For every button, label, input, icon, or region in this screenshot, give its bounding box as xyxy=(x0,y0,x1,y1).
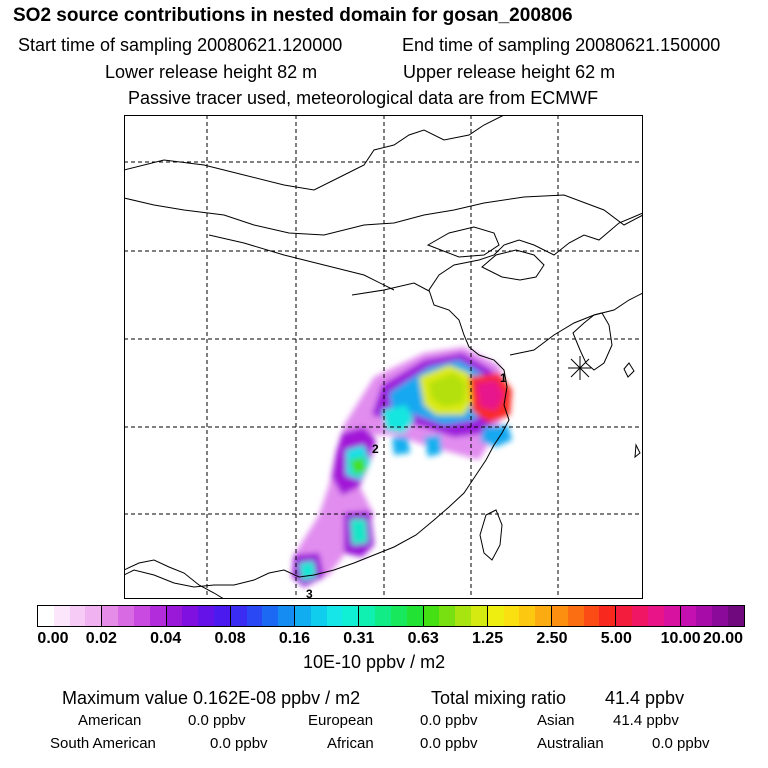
contribution-plume xyxy=(292,347,512,587)
source-label-3: 3 xyxy=(306,587,313,601)
color-scale-swatch xyxy=(552,606,568,626)
color-scale-swatch xyxy=(213,606,231,626)
region-asian-name: Asian xyxy=(537,712,575,729)
color-scale-swatch xyxy=(133,606,150,626)
source-label-2: 2 xyxy=(372,442,379,456)
color-scale-swatch xyxy=(663,606,681,626)
region-african-value: 0.0 ppbv xyxy=(420,735,478,752)
color-scale-swatch xyxy=(696,606,713,626)
color-scale-tick-label: 0.08 xyxy=(214,630,246,647)
color-scale-swatch xyxy=(599,606,617,626)
color-scale-tick-label: 0.00 xyxy=(37,630,69,647)
color-scale-swatch xyxy=(535,606,552,626)
map-panel: 1 2 3 xyxy=(124,115,643,601)
tracer-note: Passive tracer used, meteorological data… xyxy=(128,88,599,108)
color-scale-tick-label: 2.50 xyxy=(536,630,568,647)
region-american-value: 0.0 ppbv xyxy=(188,712,246,729)
color-scale-swatch xyxy=(503,606,520,626)
color-scale-tick-label: 20.00 xyxy=(702,630,744,647)
color-scale-swatch xyxy=(278,606,295,626)
color-scale-swatch xyxy=(647,606,664,626)
color-scale-swatch xyxy=(69,606,86,626)
color-scale-swatch xyxy=(102,606,119,626)
color-scale-swatch xyxy=(359,606,376,626)
color-scale-swatch xyxy=(262,606,279,626)
region-australian-name: Australian xyxy=(537,735,604,752)
map-canvas xyxy=(124,115,643,599)
color-scale-tick-label: 0.04 xyxy=(150,630,182,647)
color-scale-swatch xyxy=(85,606,103,626)
region-south-american-name: South American xyxy=(50,735,156,752)
color-scale-swatch xyxy=(182,606,199,626)
color-scale-swatch xyxy=(38,606,54,626)
color-scale-swatch xyxy=(455,606,471,626)
color-scale-swatch xyxy=(342,606,360,626)
start-time-label: Start time of sampling 20080621.120000 xyxy=(18,35,343,55)
color-scale-swatch xyxy=(567,606,584,626)
color-scale-swatch xyxy=(470,606,488,626)
color-scale-swatch xyxy=(310,606,327,626)
color-scale-unit: 10E-10 ppbv / m2 xyxy=(303,652,446,672)
lower-release-height: Lower release height 82 m xyxy=(105,62,318,82)
receptor-star-icon xyxy=(568,356,592,380)
color-scale-swatch xyxy=(423,606,440,626)
coastlines xyxy=(124,115,643,599)
color-scale-tick-label: 5.00 xyxy=(600,630,632,647)
color-scale-swatch xyxy=(246,606,263,626)
color-scale-tick-label: 10.00 xyxy=(660,630,701,647)
color-scale-tick-label: 0.16 xyxy=(278,630,311,647)
map-title: SO2 source contributions in nested domai… xyxy=(13,5,573,26)
maximum-value: Maximum value 0.162E-08 ppbv / m2 xyxy=(62,688,361,708)
color-scale-tick-label: 0.63 xyxy=(407,630,439,647)
color-scale-swatch xyxy=(53,606,70,626)
region-australian-value: 0.0 ppbv xyxy=(652,735,710,752)
region-asian-value: 41.4 ppbv xyxy=(613,712,679,729)
color-scale-swatch xyxy=(118,606,134,626)
upper-release-height: Upper release height 62 m xyxy=(403,62,616,82)
color-scale-swatch xyxy=(680,606,697,626)
color-scale-swatch xyxy=(487,606,504,626)
color-scale-tick-label: 0.31 xyxy=(343,630,375,647)
region-south-american-value: 0.0 ppbv xyxy=(210,735,268,752)
source-label-1: 1 xyxy=(500,371,507,385)
region-european-name: European xyxy=(308,712,374,729)
region-african-name: African xyxy=(327,735,374,752)
color-scale-swatch xyxy=(616,606,633,626)
color-scale-swatch xyxy=(198,606,214,626)
color-scale-swatch xyxy=(295,606,311,626)
map-frame xyxy=(124,115,643,599)
color-scale-swatch xyxy=(149,606,167,626)
color-scale-swatch xyxy=(712,606,728,626)
region-american-name: American xyxy=(78,712,142,729)
color-scale-swatch xyxy=(375,606,391,626)
color-scale-swatch xyxy=(230,606,247,626)
color-scale-swatch xyxy=(390,606,407,626)
color-scale-swatch xyxy=(632,606,648,626)
color-scale-swatch xyxy=(519,606,536,626)
lat-lon-grid xyxy=(124,115,643,599)
color-scale-tick-label: 1.25 xyxy=(471,630,504,647)
color-scale-tick-label: 0.02 xyxy=(85,630,117,647)
total-mixing-value: 41.4 ppbv xyxy=(605,688,685,708)
end-time-label: End time of sampling 20080621.150000 xyxy=(402,35,721,55)
color-scale-swatch xyxy=(439,606,456,626)
color-scale-swatch xyxy=(166,606,183,626)
region-european-value: 0.0 ppbv xyxy=(420,712,478,729)
color-scale-swatch xyxy=(583,606,600,626)
color-scale-bar xyxy=(37,605,745,627)
color-scale-swatch xyxy=(326,606,343,626)
color-scale-swatch xyxy=(406,606,424,626)
total-mixing-label: Total mixing ratio xyxy=(431,688,567,708)
color-scale-swatch xyxy=(727,606,744,626)
